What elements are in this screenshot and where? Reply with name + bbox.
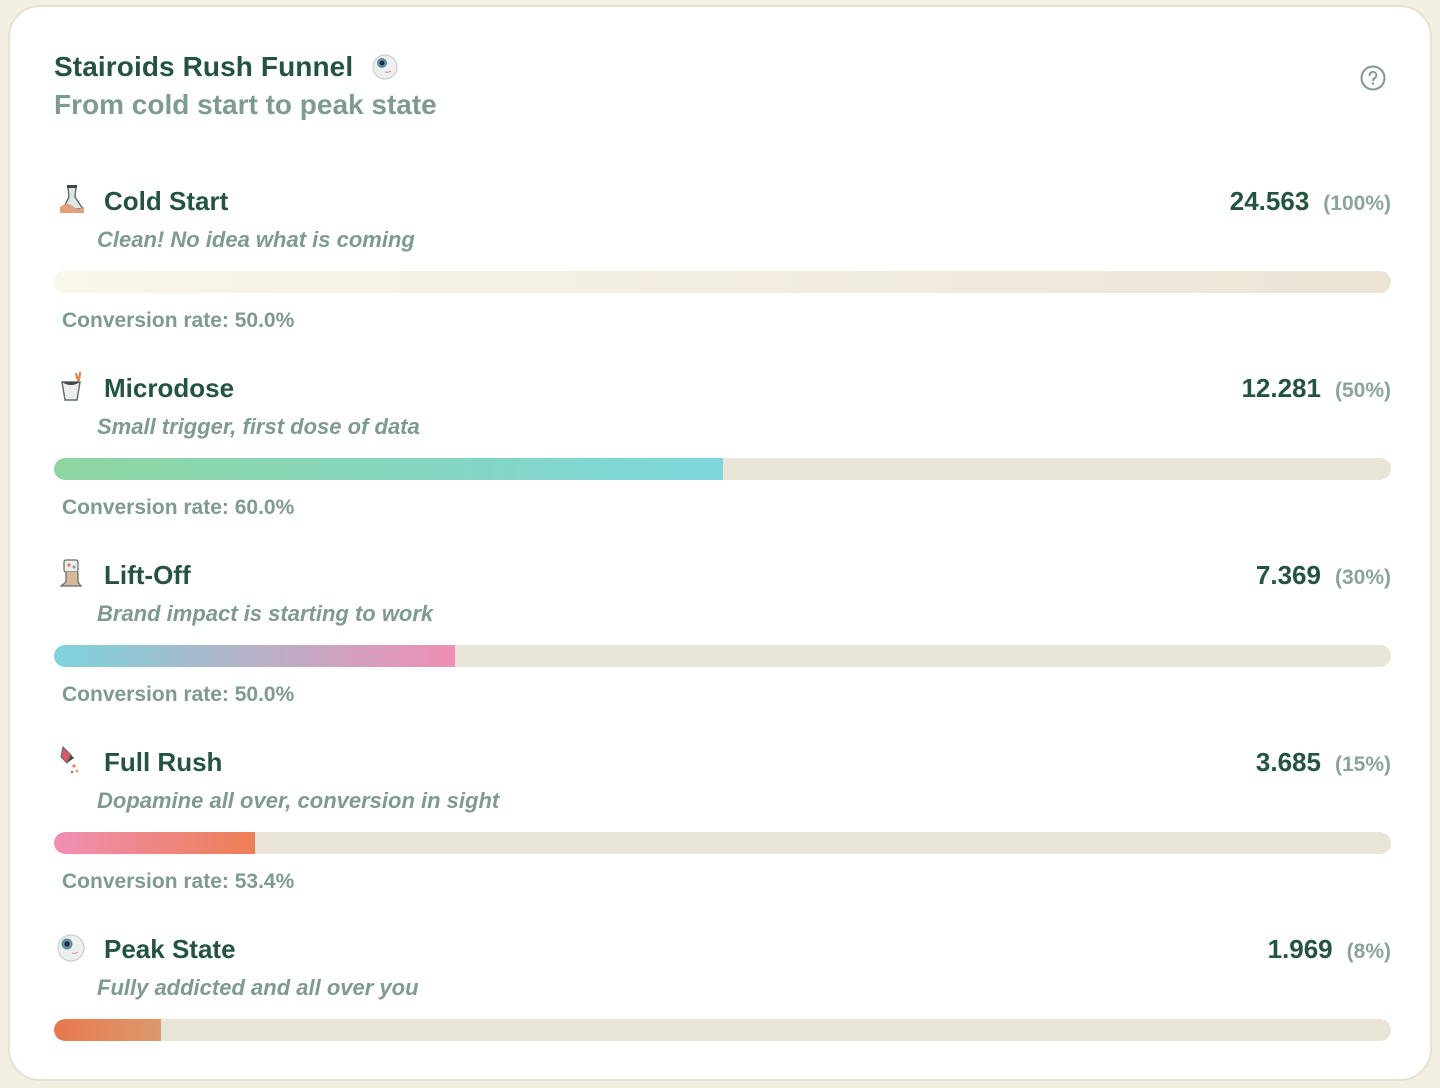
progress-fill xyxy=(54,458,723,480)
stage-percent: (8%) xyxy=(1346,940,1391,963)
stage-label: Full Rush xyxy=(104,747,223,777)
stage-description: Small trigger, first dose of data xyxy=(97,414,420,439)
progress-track xyxy=(54,832,1391,854)
stage-description: Fully addicted and all over you xyxy=(97,975,419,1000)
stage-header: Lift-Off 7.369 (30%) xyxy=(54,557,1391,597)
boot-icon xyxy=(54,557,88,591)
stage-value: 3.685 xyxy=(1255,747,1321,777)
help-circle-icon[interactable] xyxy=(1360,65,1386,91)
stage-label: Peak State xyxy=(104,934,236,964)
flask-icon xyxy=(54,183,88,217)
stage-value: 24.563 xyxy=(1229,186,1310,216)
cup-icon xyxy=(54,370,88,404)
stage-value: 7.369 xyxy=(1255,560,1321,590)
funnel-stage-peak-state: Peak State 1.969 (8%) Fully addicted and… xyxy=(54,931,1391,1041)
stage-header: Peak State 1.969 (8%) xyxy=(54,931,1391,971)
stage-label: Cold Start xyxy=(104,186,229,216)
stage-header: Full Rush 3.685 (15%) xyxy=(54,744,1391,784)
progress-track xyxy=(54,271,1391,293)
stage-value-group: 24.563 (100%) xyxy=(1230,186,1391,217)
progress-track xyxy=(54,645,1391,667)
funnel-stage-full-rush: Full Rush 3.685 (15%) Dopamine all over,… xyxy=(54,744,1391,893)
conversion-rate: Conversion rate: 60.0% xyxy=(62,496,295,519)
progress-fill xyxy=(54,645,456,667)
card-title: Stairoids Rush Funnel xyxy=(54,51,354,82)
conversion-rate: Conversion rate: 50.0% xyxy=(62,683,295,706)
stage-description: Clean! No idea what is coming xyxy=(97,227,415,252)
card-header: Stairoids Rush Funnel From cold start to… xyxy=(54,51,1386,121)
stage-value-group: 3.685 (15%) xyxy=(1256,747,1391,778)
stage-description: Dopamine all over, conversion in sight xyxy=(97,788,500,813)
conversion-rate: Conversion rate: 53.4% xyxy=(62,870,295,893)
funnel-stage-microdose: Microdose 12.281 (50%) Small trigger, fi… xyxy=(54,370,1391,519)
stage-label: Lift-Off xyxy=(104,560,191,590)
stage-percent: (15%) xyxy=(1334,753,1391,776)
eyeball-icon xyxy=(371,53,399,81)
eyeball-icon xyxy=(54,931,88,965)
stage-value-group: 7.369 (30%) xyxy=(1256,560,1391,591)
funnel-stage-cold-start: Cold Start 24.563 (100%) Clean! No idea … xyxy=(54,183,1391,332)
stage-header: Microdose 12.281 (50%) xyxy=(54,370,1391,410)
progress-fill xyxy=(54,832,255,854)
progress-fill xyxy=(54,1019,161,1041)
stage-value-group: 1.969 (8%) xyxy=(1268,934,1391,965)
rocket-icon xyxy=(54,744,88,778)
progress-track xyxy=(54,1019,1391,1041)
funnel-card: Stairoids Rush Funnel From cold start to… xyxy=(8,5,1432,1081)
stage-value: 1.969 xyxy=(1267,934,1333,964)
stage-value: 12.281 xyxy=(1241,373,1321,403)
conversion-rate: Conversion rate: 50.0% xyxy=(62,309,295,332)
stage-header: Cold Start 24.563 (100%) xyxy=(54,183,1391,223)
stage-label: Microdose xyxy=(104,373,235,403)
progress-track xyxy=(54,458,1391,480)
funnel-stage-lift-off: Lift-Off 7.369 (30%) Brand impact is sta… xyxy=(54,557,1391,706)
progress-fill xyxy=(54,271,1391,293)
stage-percent: (50%) xyxy=(1334,379,1391,402)
title-row: Stairoids Rush Funnel xyxy=(54,51,1386,83)
stage-percent: (100%) xyxy=(1323,192,1391,215)
card-subtitle: From cold start to peak state xyxy=(54,89,437,120)
stage-percent: (30%) xyxy=(1334,566,1391,589)
stage-description: Brand impact is starting to work xyxy=(97,601,434,626)
stage-value-group: 12.281 (50%) xyxy=(1241,373,1391,404)
